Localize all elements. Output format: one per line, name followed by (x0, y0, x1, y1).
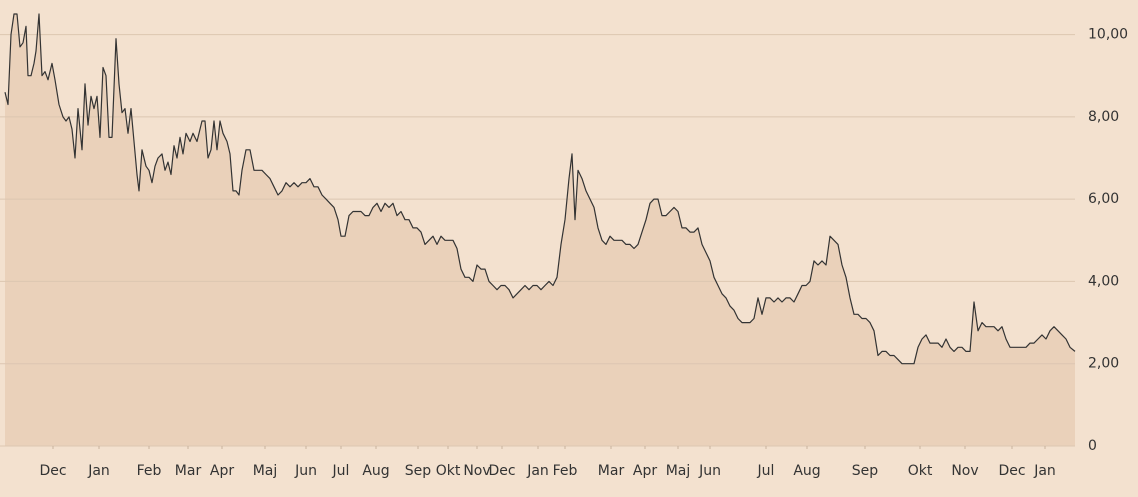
x-tick-label: Nov (951, 463, 978, 479)
x-tick-label: Jul (757, 463, 775, 479)
y-tick-label: 4,00 (1088, 273, 1119, 289)
x-tick-label: Dec (998, 463, 1025, 479)
y-tick-label: 2,00 (1088, 356, 1119, 372)
x-tick-label: Mar (175, 463, 202, 479)
x-tick-label: Nov (463, 463, 490, 479)
x-tick-label: Sep (405, 463, 432, 479)
x-tick-label: Apr (210, 463, 234, 479)
y-tick-label: 8,00 (1088, 109, 1119, 125)
x-tick-label: Okt (436, 463, 461, 479)
x-tick-label: Dec (39, 463, 66, 479)
x-tick-label: Dec (488, 463, 515, 479)
x-tick-label: Feb (137, 463, 162, 479)
x-tick-label: Jun (698, 463, 721, 479)
y-tick-label: 10,00 (1088, 27, 1128, 43)
y-tick-label: 6,00 (1088, 191, 1119, 207)
price-line (4, 13, 1076, 365)
area-fill (5, 14, 1075, 446)
x-tick-label: Aug (362, 463, 389, 479)
x-tick-label: Feb (553, 463, 578, 479)
x-tick-label: Maj (253, 463, 278, 479)
x-tick-label: Okt (908, 463, 933, 479)
y-tick-label: 0 (1088, 438, 1097, 454)
x-tick-label: Jun (294, 463, 317, 479)
x-tick-label: Jul (332, 463, 350, 479)
x-tick-label: Mar (598, 463, 625, 479)
x-tick-label: Maj (666, 463, 691, 479)
x-tick-label: Jan (526, 463, 549, 479)
x-tick-label: Aug (793, 463, 820, 479)
x-tick-label: Apr (633, 463, 657, 479)
x-tick-label: Sep (852, 463, 879, 479)
x-tick-label: Jan (1033, 463, 1056, 479)
x-tick-label: Jan (87, 463, 110, 479)
